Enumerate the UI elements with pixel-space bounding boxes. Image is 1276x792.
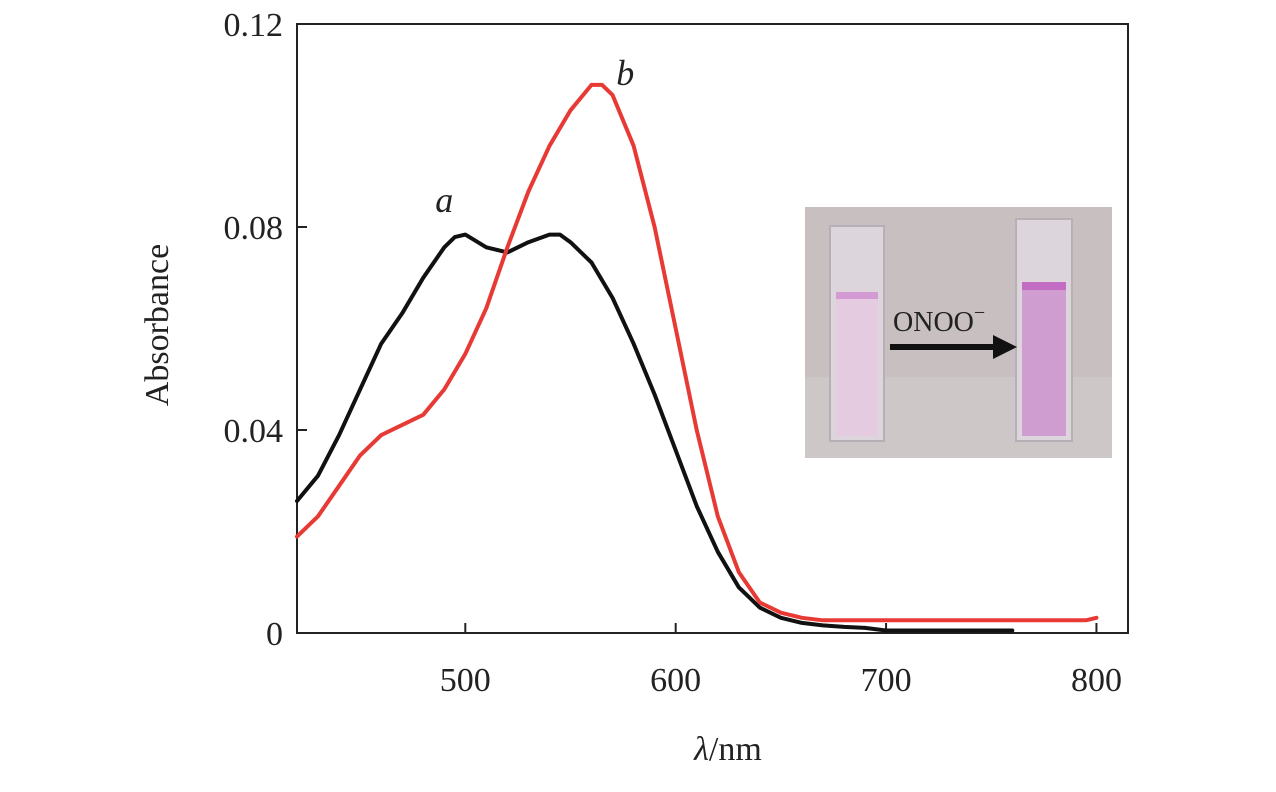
series-a-point [463,233,467,237]
series-a-point [358,387,362,391]
series-a-point [568,240,573,244]
series-a-point [400,311,404,315]
series-b-point [589,83,594,87]
series-a-point [589,260,594,265]
series-b-point [600,83,604,87]
series-layer [295,82,1099,633]
curve-label-b: b [616,53,634,93]
series-b-point [526,189,531,194]
series-b-point [695,428,699,432]
series-b-point [779,611,783,615]
y-tick-label: 0.04 [224,413,284,450]
series-a-point [611,296,615,300]
cuvette-left-meniscus [836,292,878,299]
series-a-point [421,276,425,280]
series-b-point [547,144,552,148]
series-b-point [821,618,825,622]
series-a-point [526,240,531,244]
series-a-point [737,585,741,589]
series-a-point [558,233,562,237]
series-a-point [758,606,762,610]
series-a-point [453,235,457,239]
y-tick-label: 0.08 [224,210,284,247]
inset-photo: ONOO− [805,207,1112,458]
series-b-point [421,413,425,417]
series-a-point [863,626,867,630]
x-axis-label: λ/nm [693,731,762,768]
series-a-point [547,233,552,237]
series-a-point [800,621,804,625]
series-a-point [926,628,930,633]
series-b-point [716,514,720,518]
inset-label-main: ONOO [893,307,974,338]
series-a-point [1010,628,1014,633]
x-axis-label-unit: /nm [709,731,762,768]
x-tick-label: 500 [440,662,491,699]
x-axis: 500 600 700 800 [440,623,1122,699]
series-b-point [505,245,509,249]
series-a-point [968,628,972,633]
series-b-point [337,484,341,488]
y-tick-label: 0 [266,616,283,653]
series-a-point [821,623,825,628]
series-a-point [337,433,341,437]
series-a-point [379,342,383,346]
series-b-point [758,600,762,605]
series-a-point [484,245,488,249]
plot-border [296,23,1129,634]
series-a-point [842,625,846,629]
series-a-point [674,448,678,452]
series-b-point [295,535,299,539]
series-b-point [358,453,362,457]
series-a-point [316,474,320,478]
reaction-arrow-head [993,335,1017,359]
cuvette-right-solution [1022,286,1066,436]
series-b-point [400,423,404,427]
cuvette-right-meniscus [1022,282,1066,290]
x-tick-label: 800 [1071,662,1122,699]
series-b-point [1094,616,1098,620]
series-b-point [379,433,383,437]
series-b-point [611,93,615,97]
inset-label-superscript: − [974,302,985,324]
inset-label: ONOO− [893,302,985,338]
series-b-point [463,352,467,356]
x-tick-label: 700 [861,662,912,699]
series-a-point [716,550,720,554]
series-line-a [295,232,1015,633]
series-b-point [316,514,320,518]
y-tick-label: 0.12 [224,7,284,44]
series-b-point [568,108,573,112]
series-line-b [295,82,1099,623]
series-b-point [884,618,888,622]
series-b-point [484,306,488,310]
plot-frame [296,23,1129,634]
series-b-point [653,225,657,229]
y-axis: 0 0.04 0.08 0.12 [224,7,307,653]
series-b-point [737,570,741,574]
y-axis-label: Absorbance [139,244,176,406]
series-b-point [674,326,678,331]
series-a-point [632,342,636,346]
annotation-layer: ab [435,53,634,220]
series-a-point [695,504,699,508]
series-b-point [989,618,993,622]
curve-label-a: a [435,180,453,220]
x-tick-label: 600 [650,662,701,699]
series-b-point [1084,618,1088,622]
x-axis-label-symbol: λ [693,731,709,768]
series-b-point [632,144,636,148]
series-b-point [800,616,804,620]
series-b-point [442,387,446,391]
series-b-point [842,618,846,622]
series-a-point [884,628,888,633]
series-a-point [779,616,783,620]
series-a-point [295,499,299,503]
series-a-point [653,392,657,397]
cuvette-left-solution [836,296,878,436]
series-a-point [442,245,446,249]
